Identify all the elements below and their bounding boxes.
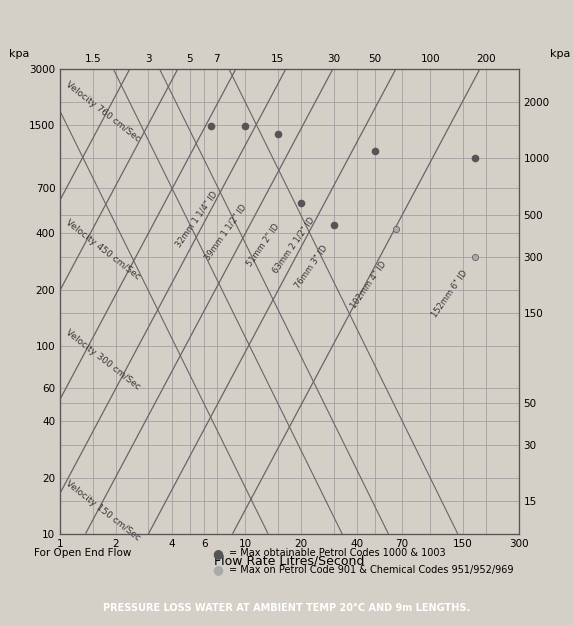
Text: 152mm 6" ID: 152mm 6" ID [430, 268, 470, 319]
Text: 51mm 2" ID: 51mm 2" ID [245, 222, 281, 268]
Text: Velocity 450 cm/Sec: Velocity 450 cm/Sec [64, 218, 142, 282]
Text: 32mm 1 1/4" ID: 32mm 1 1/4" ID [174, 189, 219, 249]
Text: kpa: kpa [9, 49, 29, 59]
Text: Velocity 300 cm/Sec: Velocity 300 cm/Sec [64, 328, 142, 391]
Text: Velocity 150 cm/Sec: Velocity 150 cm/Sec [64, 479, 142, 543]
Text: 63mm 2 1/2" ID: 63mm 2 1/2" ID [270, 216, 316, 275]
Text: PRESSURE LOSS WATER AT AMBIENT TEMP 20°C AND 9m LENGTHS.: PRESSURE LOSS WATER AT AMBIENT TEMP 20°C… [103, 602, 470, 612]
Text: kpa: kpa [550, 49, 570, 59]
Text: 102mm 4" ID: 102mm 4" ID [350, 260, 388, 311]
Text: Velocity 760 cm/Sec: Velocity 760 cm/Sec [64, 80, 142, 144]
X-axis label: Flow Rate Litres/Second: Flow Rate Litres/Second [214, 555, 364, 568]
Text: = Max obtainable Petrol Codes 1000 & 1003: = Max obtainable Petrol Codes 1000 & 100… [229, 548, 446, 558]
Text: ●: ● [212, 547, 223, 559]
Text: = Max on Petrol Code 901 & Chemical Codes 951/952/969: = Max on Petrol Code 901 & Chemical Code… [229, 565, 514, 575]
Text: ●: ● [212, 564, 223, 576]
Text: 76mm 3" ID: 76mm 3" ID [293, 243, 330, 290]
Text: For Open End Flow: For Open End Flow [34, 548, 132, 558]
Text: 39mm 1 1/2" ID: 39mm 1 1/2" ID [203, 203, 249, 262]
